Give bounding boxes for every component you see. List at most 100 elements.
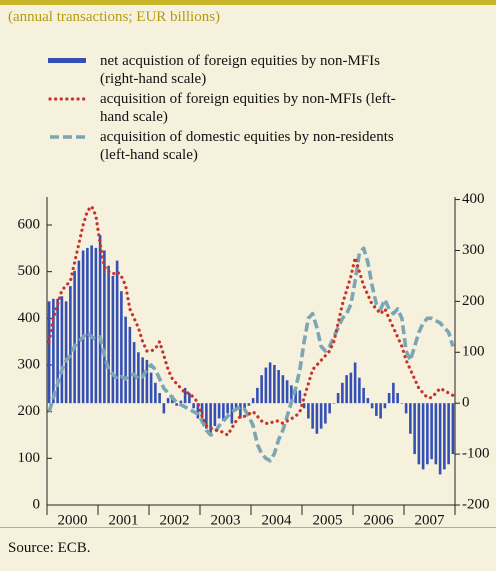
legend-item: acquisition of foreign equities by non-M… [48,90,408,126]
bar [251,398,255,404]
bar [353,362,357,404]
bar [69,286,72,404]
top-bar [0,0,496,5]
bar [324,403,327,424]
subtitle: (annual transactions; EUR billions) [8,9,221,25]
y-tick-label: 0 [33,496,41,512]
bar [234,403,238,409]
bar [217,403,221,419]
y-tick-label: 200 [18,403,41,419]
legend-bar [48,58,86,63]
bar [226,403,229,414]
bar [154,382,157,404]
y2-tick-label: 200 [462,293,485,309]
legend-swatch [50,135,86,139]
y-tick-label: 600 [18,216,41,232]
bar [349,372,353,404]
x-tick-label: 2001 [109,512,139,528]
legend-label: acquisition of domestic equities by non-… [100,129,394,163]
bar [379,403,382,419]
bar [319,403,323,429]
bar [81,250,85,404]
bar [243,403,246,411]
bar [209,403,212,434]
bar [188,393,191,404]
legend-label: acquisition of foreign equities by non-M… [100,91,396,125]
bar [162,403,166,414]
bar [332,403,336,404]
legend-item: acquisition of domestic equities by non-… [48,128,408,164]
bar [64,301,68,404]
y2-tick-label: 100 [462,344,485,360]
bar [307,403,310,419]
bar [387,393,391,404]
y2-tick-label: 400 [462,191,485,207]
bar [128,326,132,404]
x-tick-label: 2005 [313,512,343,528]
bar [315,403,319,434]
bar [115,260,119,404]
bar [362,387,365,404]
bar [366,398,370,404]
bar [196,403,200,419]
bar [294,387,297,404]
bar [120,291,123,404]
y2-tick-label: 300 [462,242,485,258]
series-line [47,246,455,463]
bar [268,362,272,404]
bar [205,403,208,429]
bar [392,382,395,404]
bar [183,387,187,404]
legend-item: net acquistion of foreign equities by no… [48,52,408,88]
separator [0,527,496,528]
bar [400,403,404,404]
bar [281,375,285,404]
bar [179,400,183,404]
bar [264,367,268,404]
bar [260,375,263,404]
y-tick-label: 300 [18,356,41,372]
bar [158,393,161,404]
bar [47,301,51,404]
x-tick-label: 2004 [262,512,293,528]
bar [443,403,446,470]
bar [56,298,59,404]
legend-swatch [48,97,86,101]
bar [285,380,289,404]
bar [107,265,110,404]
bar [222,403,225,421]
legend-label: net acquistion of foreign equities by no… [100,53,380,87]
bar [434,403,438,465]
bar [290,385,293,404]
bar [302,403,306,409]
bar [438,403,442,475]
bar [52,298,55,404]
bar [447,403,450,465]
x-tick-label: 2007 [415,512,446,528]
bar [230,403,234,424]
bar [200,403,204,424]
bar [111,275,115,404]
bar [73,270,76,404]
bar [86,247,89,404]
bar [141,357,144,404]
bar [328,403,331,414]
bar [277,370,280,404]
bar [451,403,455,455]
bar [90,245,93,404]
bar [239,403,242,419]
bar [370,403,374,409]
bar [421,403,425,470]
bar [145,359,149,404]
bar [358,377,361,404]
bar [404,403,408,414]
bar [396,393,399,404]
chart: 0 100 200 300 400 500 600 -200 -100 0 100 200 300 400… [18,191,490,528]
bar [311,403,314,429]
x-tick-label: 2003 [211,512,241,528]
bar [273,365,276,404]
bar [149,372,153,404]
bar [426,403,429,465]
bar [383,403,387,409]
x-tick-label: 2002 [160,512,190,528]
